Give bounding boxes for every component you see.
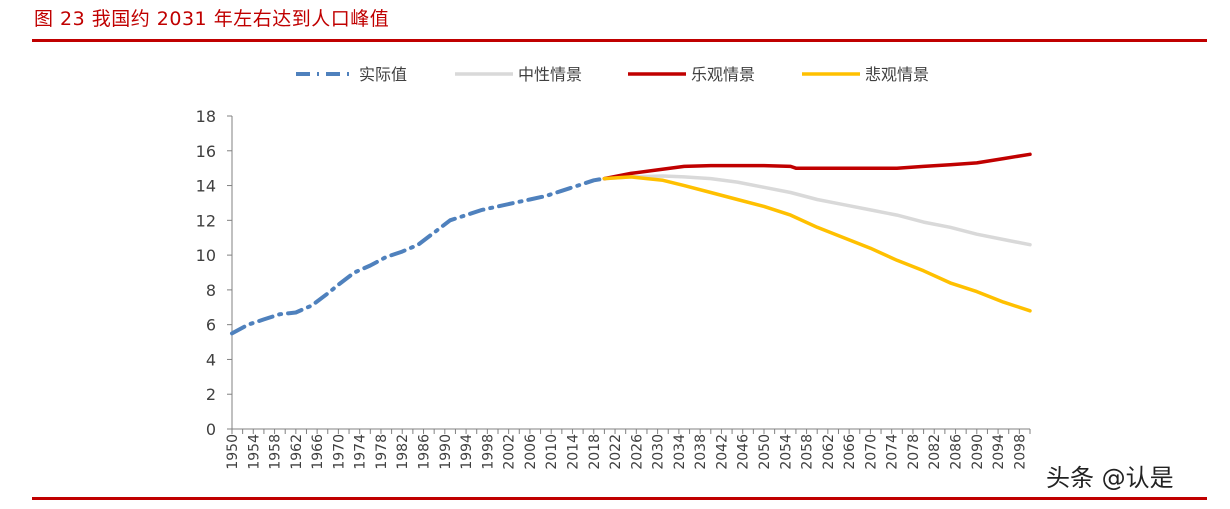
y-tick-label: 4: [206, 350, 216, 369]
x-tick-label: 2058: [800, 434, 816, 470]
x-tick-label: 2086: [949, 434, 965, 470]
x-tick-label: 2018: [587, 434, 603, 470]
x-tick-label: 1950: [225, 434, 241, 470]
x-tick-label: 2074: [885, 434, 901, 470]
y-tick-label: 8: [206, 281, 216, 300]
x-tick-label: 1954: [246, 434, 262, 470]
legend-label-3: 悲观情景: [865, 65, 929, 84]
x-tick-label: 1982: [395, 434, 411, 470]
x-tick-label: 1978: [374, 434, 390, 470]
x-tick-label: 2046: [736, 434, 752, 470]
series-line-3: [602, 175, 1032, 313]
x-tick-label: 2050: [757, 434, 773, 470]
x-tick-label: 2026: [629, 434, 645, 470]
x-tick-label: 1994: [459, 434, 475, 470]
x-tick-label: 2066: [842, 434, 858, 470]
watermark-text: 头条 @认是: [1046, 464, 1174, 492]
x-tick-label: 2078: [906, 434, 922, 470]
top-divider: [32, 39, 1207, 42]
x-tick-label: 1974: [353, 434, 369, 470]
x-tick-label: 2070: [863, 434, 879, 470]
x-tick-label: 2034: [672, 434, 688, 470]
y-tick-label: 18: [196, 107, 216, 126]
x-tick-label: 1970: [331, 434, 347, 470]
x-tick-label: 2002: [502, 434, 518, 470]
x-tick-label: 1958: [268, 434, 284, 470]
x-tick-label: 1998: [480, 434, 496, 470]
x-tick-label: 2042: [714, 434, 730, 470]
x-tick-label: 2062: [821, 434, 837, 470]
x-tick-label: 1962: [289, 434, 305, 470]
series-line-0: [230, 176, 607, 336]
x-tick-label: 2090: [970, 434, 986, 470]
x-tick-label: 1990: [438, 434, 454, 470]
y-tick-label: 16: [196, 142, 216, 161]
x-tick-label: 2098: [1012, 434, 1028, 470]
x-tick-label: 2014: [565, 434, 581, 470]
x-tick-label: 2054: [778, 434, 794, 470]
y-tick-label: 10: [196, 246, 216, 265]
x-tick-label: 2006: [523, 434, 539, 470]
x-tick-label: 2010: [544, 434, 560, 470]
x-tick-label: 2022: [608, 434, 624, 470]
bottom-divider: [32, 497, 1207, 500]
x-tick-label: 2030: [651, 434, 667, 470]
series-line-1: [602, 174, 1032, 247]
x-tick-label: 2082: [927, 434, 943, 470]
y-tick-label: 12: [196, 211, 216, 230]
y-tick-label: 2: [206, 385, 216, 404]
legend-label-1: 中性情景: [518, 65, 582, 84]
legend-label-0: 实际值: [359, 65, 407, 84]
x-tick-label: 1986: [417, 434, 433, 470]
y-tick-label: 6: [206, 316, 216, 335]
x-tick-label: 2094: [991, 434, 1007, 470]
legend-label-2: 乐观情景: [691, 65, 755, 84]
figure-title: 图 23 我国约 2031 年左右达到人口峰值: [34, 8, 390, 30]
y-tick-label: 0: [206, 420, 216, 439]
x-tick-label: 2038: [693, 434, 709, 470]
series-line-2: [602, 152, 1032, 181]
x-tick-label: 1966: [310, 434, 326, 470]
y-tick-label: 14: [196, 177, 216, 196]
